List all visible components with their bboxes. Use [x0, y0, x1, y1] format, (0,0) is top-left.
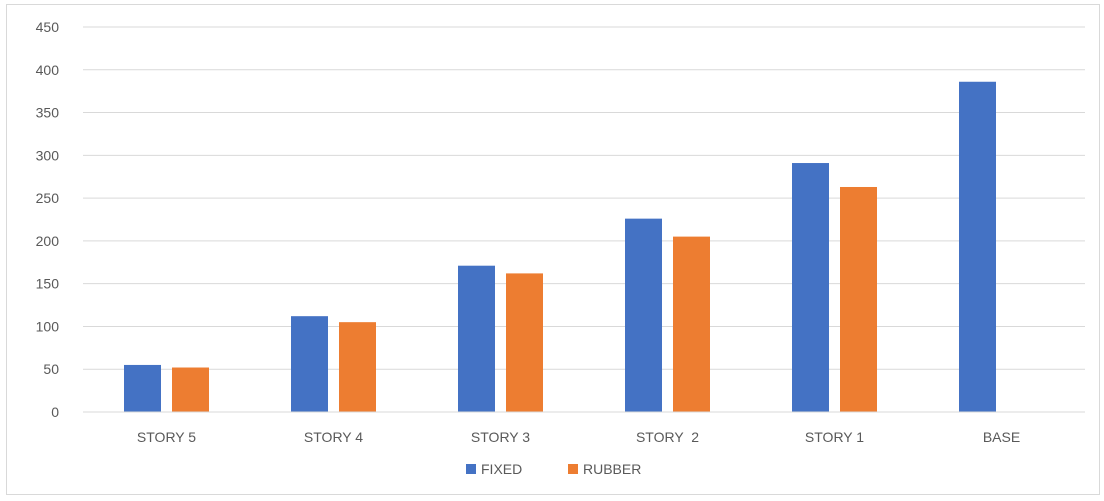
y-tick-label: 400	[36, 62, 60, 78]
bars	[124, 81, 996, 412]
chart-frame: 0 50 100 150 200 250 300 350 400 450 STORY 5 STORY…	[6, 4, 1100, 495]
bar-rubber-1	[339, 322, 376, 412]
bar-rubber-4	[840, 186, 877, 412]
bar-rubber-3	[673, 236, 710, 412]
x-tick-label: BASE	[983, 429, 1020, 445]
x-tick-label: STORY 2	[636, 429, 699, 445]
gridlines	[83, 26, 1085, 370]
y-tick-label: 250	[36, 190, 60, 206]
legend-swatch-fixed	[466, 464, 476, 474]
legend-swatch-rubber	[568, 464, 578, 474]
bar-fixed-5	[959, 81, 996, 412]
bar-fixed-1	[291, 316, 328, 412]
x-tick-label: STORY 1	[805, 429, 864, 445]
legend: FIXED RUBBER	[466, 461, 641, 477]
x-tick-label: STORY 3	[471, 429, 530, 445]
legend-label-rubber: RUBBER	[583, 461, 641, 477]
y-tick-label: 450	[36, 19, 60, 35]
bar-fixed-4	[792, 163, 829, 412]
y-tick-label: 200	[36, 233, 60, 249]
y-tick-label: 0	[51, 404, 59, 420]
y-tick-label: 100	[36, 318, 60, 334]
bar-rubber-0	[172, 367, 209, 412]
x-axis-tick-labels: STORY 5 STORY 4 STORY 3 STORY 2 STORY 1 BASE	[137, 429, 1020, 445]
bar-fixed-3	[625, 218, 662, 412]
y-tick-label: 50	[43, 361, 59, 377]
bar-rubber-2	[506, 273, 543, 412]
y-tick-label: 150	[36, 276, 60, 292]
x-tick-label: STORY 4	[304, 429, 363, 445]
y-axis-tick-labels: 0 50 100 150 200 250 300 350 400 450	[36, 19, 60, 420]
x-tick-label: STORY 5	[137, 429, 196, 445]
bar-fixed-0	[124, 364, 161, 412]
legend-label-fixed: FIXED	[481, 461, 522, 477]
y-tick-label: 300	[36, 147, 60, 163]
bar-fixed-2	[458, 265, 495, 412]
y-tick-label: 350	[36, 105, 60, 121]
